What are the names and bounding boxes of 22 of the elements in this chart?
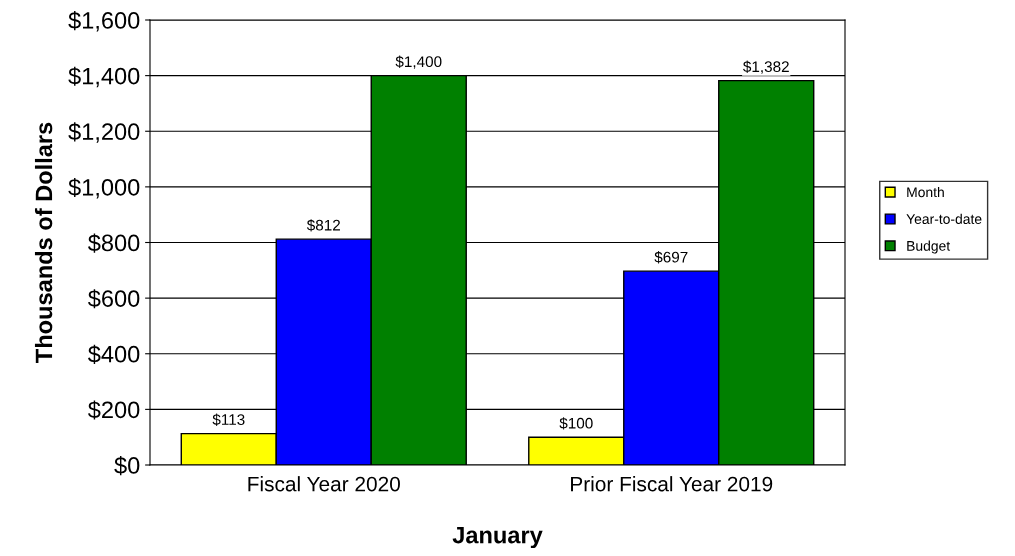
y-tick-label: $1,000 [68, 177, 140, 199]
y-tick-label: $0 [114, 456, 140, 476]
y-tick-label: $400 [88, 344, 140, 364]
y-tick-label: $1,400 [68, 66, 140, 88]
legend-label: Year-to-date [906, 213, 982, 224]
x-axis-title: January [452, 526, 543, 549]
x-tick-label: Prior Fiscal Year 2019 [571, 476, 773, 492]
data-label: $1,382 [743, 60, 789, 74]
x-tick-label: Fiscal Year 2020 [248, 476, 400, 492]
data-label: $113 [212, 413, 245, 426]
legend-label: Month [907, 186, 944, 198]
legend-label: Budget [907, 240, 951, 254]
y-tick-label: $1,600 [68, 11, 140, 32]
data-label: $697 [654, 251, 688, 264]
data-label: $100 [559, 417, 593, 430]
y-tick-label: $200 [88, 400, 140, 420]
y-tick-label: $1,200 [68, 122, 140, 143]
y-axis-title: Thousands of Dollars [34, 122, 53, 363]
data-label: $1,400 [395, 55, 442, 69]
y-tick-label: $800 [88, 233, 140, 253]
y-tick-label: $600 [88, 289, 140, 309]
data-label: $812 [306, 219, 340, 232]
